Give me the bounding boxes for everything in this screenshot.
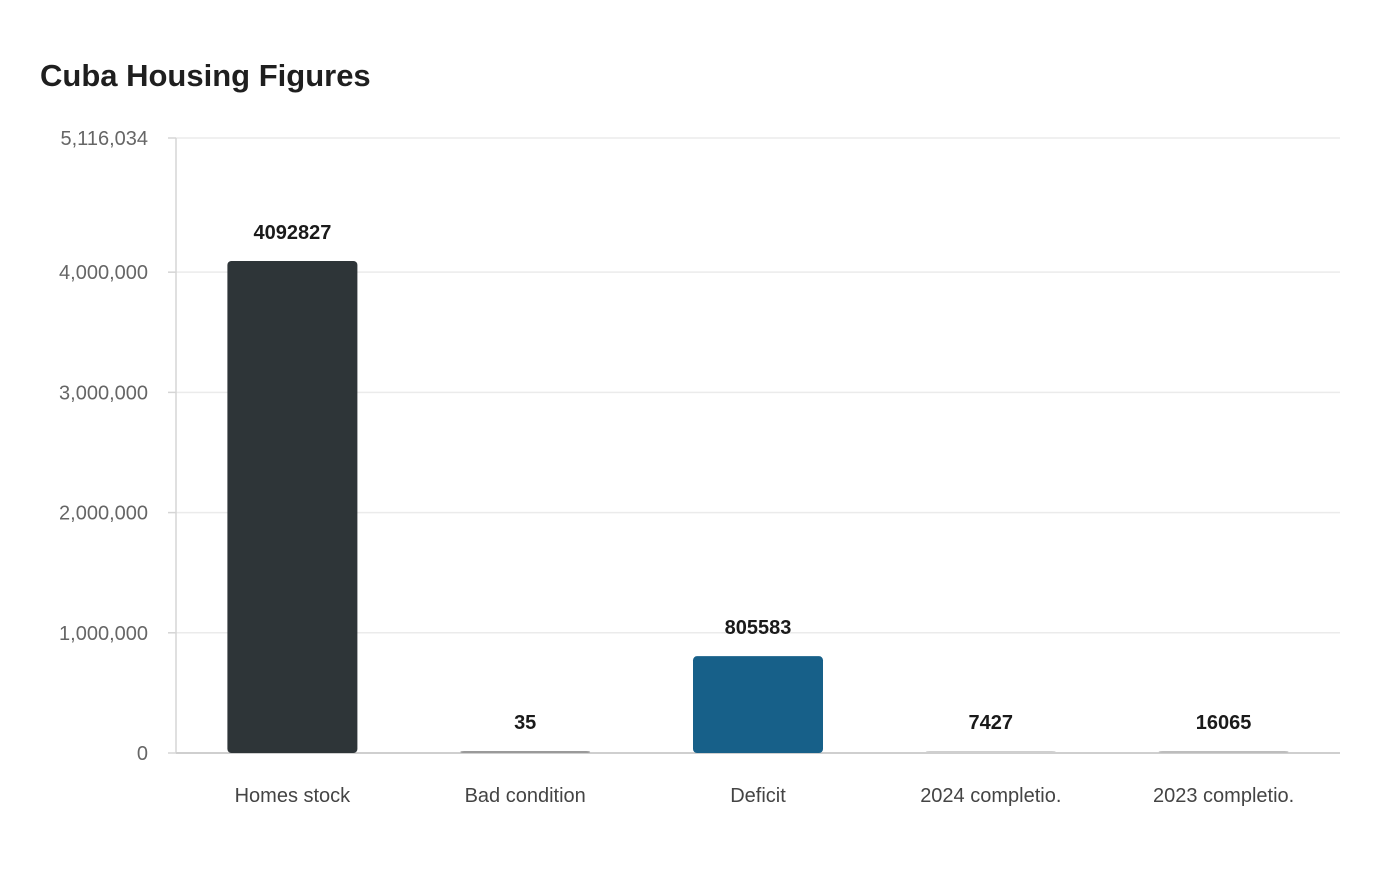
x-category-label: Bad condition: [465, 785, 586, 807]
data-label: 7427: [969, 712, 1014, 734]
gridlines: [176, 137, 1340, 634]
data-labels: 4092827 35 805583 7427 16065: [253, 222, 1251, 734]
y-axis-tick-labels: 0 1,000,000 2,000,000 3,000,000 4,000,000 5,1…: [59, 128, 148, 765]
y-tick-label: 1,000,000: [59, 623, 148, 645]
bars: [227, 261, 1289, 753]
bar-2023-completio[interactable]: [1158, 751, 1289, 753]
bar-bad-condition[interactable]: [460, 751, 591, 753]
data-label: 4092827: [253, 222, 331, 244]
y-tick-label: 0: [137, 743, 148, 765]
x-category-label: Homes stock: [235, 785, 352, 807]
x-category-label: 2023 completio.: [1153, 785, 1294, 807]
bar-2024-completio[interactable]: [925, 751, 1056, 753]
x-category-label: Deficit: [730, 785, 786, 807]
bar-deficit[interactable]: [693, 656, 823, 753]
y-tick-label: 4,000,000: [59, 262, 148, 284]
chart-title: Cuba Housing Figures: [40, 58, 371, 93]
data-label: 16065: [1196, 712, 1252, 734]
y-tick-label: 5,116,034: [61, 128, 149, 150]
y-tick-label: 3,000,000: [59, 382, 148, 404]
x-category-label: 2024 completio.: [920, 785, 1061, 807]
y-tick-label: 2,000,000: [59, 503, 148, 525]
data-label: 35: [514, 712, 536, 734]
x-axis-category-labels: Homes stock Bad condition Deficit 2024 comp…: [235, 785, 1295, 807]
data-label: 805583: [725, 617, 792, 639]
bar-homes-stock[interactable]: [227, 261, 358, 753]
